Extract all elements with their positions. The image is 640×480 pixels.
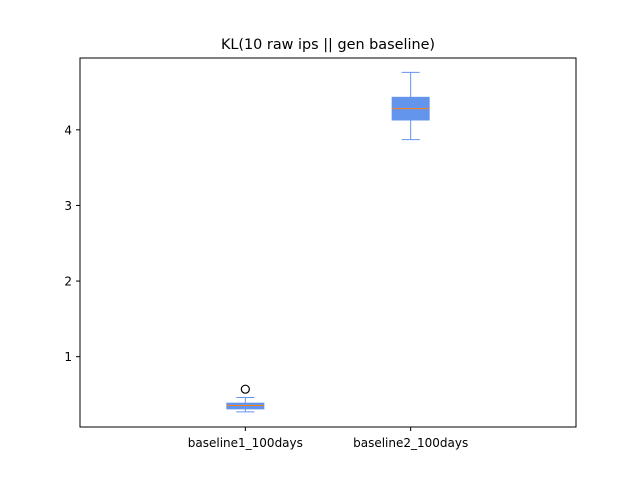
x-tick-label: baseline2_100days xyxy=(353,436,468,450)
box-iqr xyxy=(226,402,265,410)
x-tick-label: baseline1_100days xyxy=(188,436,303,450)
y-tick-label: 1 xyxy=(64,350,72,364)
axes-frame xyxy=(79,57,577,428)
chart-title: KL(10 raw ips || gen baseline) xyxy=(221,37,435,53)
y-tick-label: 2 xyxy=(64,275,72,289)
outlier-point xyxy=(240,384,250,394)
plot-area: 1 2 3 4 baseline1_100days baseline2_100days xyxy=(64,71,468,450)
y-tick-label: 3 xyxy=(64,199,72,213)
y-tick-label: 4 xyxy=(64,123,72,137)
